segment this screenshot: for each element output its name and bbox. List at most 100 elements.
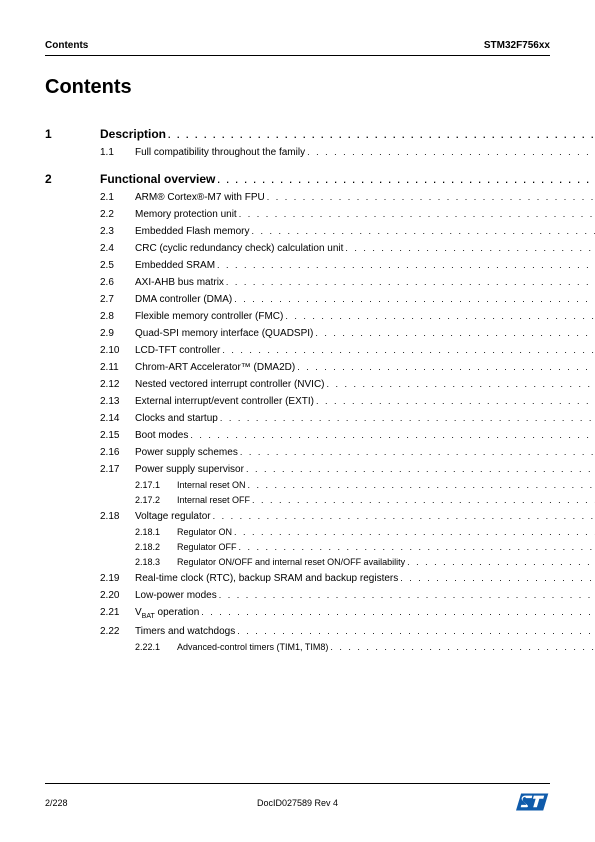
section-line: Timers and watchdogs . . . . . . . . . .… — [135, 626, 595, 637]
section-title: Clocks and startup — [135, 413, 218, 424]
section-line: Full compatibility throughout the family… — [135, 147, 595, 158]
leader-dots: . . . . . . . . . . . . . . . . . . . . … — [285, 311, 595, 321]
toc-section: 2.8Flexible memory controller (FMC) . . … — [100, 311, 550, 322]
leader-dots: . . . . . . . . . . . . . . . . . . . . … — [400, 573, 595, 583]
section-title: Chrom-ART Accelerator™ (DMA2D) — [135, 362, 295, 373]
leader-dots: . . . . . . . . . . . . . . . . . . . . … — [327, 379, 595, 389]
st-logo — [516, 790, 550, 816]
footer-doc-id: DocID027589 Rev 4 — [257, 798, 338, 808]
toc-section: 2.6AXI-AHB bus matrix . . . . . . . . . … — [100, 277, 550, 288]
leader-dots: . . . . . . . . . . . . . . . . . . . . … — [168, 130, 595, 140]
section-line: Quad-SPI memory interface (QUADSPI) . . … — [135, 328, 595, 339]
section-line: LCD-TFT controller . . . . . . . . . . .… — [135, 345, 595, 356]
section-line: DMA controller (DMA) . . . . . . . . . .… — [135, 294, 595, 305]
subsection-title: Regulator ON — [177, 527, 232, 537]
toc-subsection: 2.18.2Regulator OFF . . . . . . . . . . … — [135, 542, 550, 552]
section-number: 2.5 — [100, 260, 135, 271]
section-title: Flexible memory controller (FMC) — [135, 311, 283, 322]
section-title: Embedded Flash memory — [135, 226, 250, 237]
toc-subsection: 2.22.1Advanced-control timers (TIM1, TIM… — [135, 642, 550, 652]
toc-subsection: 2.17.1Internal reset ON . . . . . . . . … — [135, 480, 550, 490]
section-line: External interrupt/event controller (EXT… — [135, 396, 595, 407]
section-number: 2.7 — [100, 294, 135, 305]
section-number: 2.22 — [100, 626, 135, 637]
section-number: 2.14 — [100, 413, 135, 424]
section-number: 2.17 — [100, 464, 135, 475]
table-of-contents: 1Description . . . . . . . . . . . . . .… — [45, 127, 550, 652]
section-line: Flexible memory controller (FMC) . . . .… — [135, 311, 595, 322]
subsection-line: Regulator ON . . . . . . . . . . . . . .… — [177, 527, 595, 537]
section-line: CRC (cyclic redundancy check) calculatio… — [135, 243, 595, 254]
section-title: CRC (cyclic redundancy check) calculatio… — [135, 243, 343, 254]
leader-dots: . . . . . . . . . . . . . . . . . . . . … — [213, 511, 595, 521]
section-number: 1.1 — [100, 147, 135, 158]
toc-section: 2.10LCD-TFT controller . . . . . . . . .… — [100, 345, 550, 356]
subsection-number: 2.17.1 — [135, 480, 177, 490]
section-line: Embedded SRAM . . . . . . . . . . . . . … — [135, 260, 595, 271]
toc-subsection: 2.18.1Regulator ON . . . . . . . . . . .… — [135, 527, 550, 537]
section-number: 2.18 — [100, 511, 135, 522]
leader-dots: . . . . . . . . . . . . . . . . . . . . … — [246, 464, 595, 474]
section-line: Boot modes . . . . . . . . . . . . . . .… — [135, 430, 595, 441]
page-header: Contents STM32F756xx — [45, 40, 550, 56]
section-number: 2.4 — [100, 243, 135, 254]
leader-dots: . . . . . . . . . . . . . . . . . . . . … — [234, 294, 595, 304]
leader-dots: . . . . . . . . . . . . . . . . . . . . … — [315, 328, 595, 338]
toc-chapter: 1Description . . . . . . . . . . . . . .… — [45, 127, 550, 141]
leader-dots: . . . . . . . . . . . . . . . . . . . . … — [345, 243, 595, 253]
chapter-title: Description — [100, 127, 166, 141]
section-line: ARM® Cortex®-M7 with FPU . . . . . . . .… — [135, 192, 595, 203]
toc-section: 2.14Clocks and startup . . . . . . . . .… — [100, 413, 550, 424]
toc-section: 2.9Quad-SPI memory interface (QUADSPI) .… — [100, 328, 550, 339]
section-title: Full compatibility throughout the family — [135, 147, 305, 158]
section-line: Memory protection unit . . . . . . . . .… — [135, 209, 595, 220]
subsection-line: Internal reset ON . . . . . . . . . . . … — [177, 480, 595, 490]
subsection-line: Advanced-control timers (TIM1, TIM8) . .… — [177, 642, 595, 652]
section-number: 2.15 — [100, 430, 135, 441]
toc-subsection: 2.18.3Regulator ON/OFF and internal rese… — [135, 557, 550, 567]
leader-dots: . . . . . . . . . . . . . . . . . . . . … — [330, 642, 595, 652]
leader-dots: . . . . . . . . . . . . . . . . . . . . … — [248, 480, 595, 490]
leader-dots: . . . . . . . . . . . . . . . . . . . . … — [252, 495, 595, 505]
subsection-number: 2.17.2 — [135, 495, 177, 505]
toc-section: 2.19Real-time clock (RTC), backup SRAM a… — [100, 573, 550, 584]
section-title: External interrupt/event controller (EXT… — [135, 396, 314, 407]
section-number: 2.2 — [100, 209, 135, 220]
leader-dots: . . . . . . . . . . . . . . . . . . . . … — [239, 209, 595, 219]
toc-section: 2.7DMA controller (DMA) . . . . . . . . … — [100, 294, 550, 305]
toc-section: 2.20Low-power modes . . . . . . . . . . … — [100, 590, 550, 601]
leader-dots: . . . . . . . . . . . . . . . . . . . . … — [267, 192, 595, 202]
section-title: DMA controller (DMA) — [135, 294, 232, 305]
section-number: 2.16 — [100, 447, 135, 458]
section-line: Nested vectored interrupt controller (NV… — [135, 379, 595, 390]
leader-dots: . . . . . . . . . . . . . . . . . . . . … — [407, 557, 595, 567]
section-line: Low-power modes . . . . . . . . . . . . … — [135, 590, 595, 601]
toc-subsection: 2.17.2Internal reset OFF . . . . . . . .… — [135, 495, 550, 505]
leader-dots: . . . . . . . . . . . . . . . . . . . . … — [237, 626, 595, 636]
subsection-line: Regulator OFF . . . . . . . . . . . . . … — [177, 542, 595, 552]
leader-dots: . . . . . . . . . . . . . . . . . . . . … — [219, 590, 595, 600]
header-right: STM32F756xx — [484, 40, 550, 51]
section-number: 2.10 — [100, 345, 135, 356]
section-title: Low-power modes — [135, 590, 217, 601]
section-title: LCD-TFT controller — [135, 345, 220, 356]
toc-section: 2.3Embedded Flash memory . . . . . . . .… — [100, 226, 550, 237]
section-number: 2.12 — [100, 379, 135, 390]
toc-section: 2.21VBAT operation . . . . . . . . . . .… — [100, 607, 550, 620]
leader-dots: . . . . . . . . . . . . . . . . . . . . … — [252, 226, 595, 236]
section-number: 2.20 — [100, 590, 135, 601]
section-title: Boot modes — [135, 430, 188, 441]
toc-section: 2.4CRC (cyclic redundancy check) calcula… — [100, 243, 550, 254]
toc-section: 2.15Boot modes . . . . . . . . . . . . .… — [100, 430, 550, 441]
toc-section: 2.11Chrom-ART Accelerator™ (DMA2D) . . .… — [100, 362, 550, 373]
section-line: Power supply supervisor . . . . . . . . … — [135, 464, 595, 475]
toc-section: 2.12Nested vectored interrupt controller… — [100, 379, 550, 390]
chapter-title: Functional overview — [100, 172, 215, 186]
subsection-title: Regulator OFF — [177, 542, 237, 552]
toc-chapter: 2Functional overview . . . . . . . . . .… — [45, 172, 550, 186]
leader-dots: . . . . . . . . . . . . . . . . . . . . … — [240, 447, 595, 457]
section-number: 2.1 — [100, 192, 135, 203]
section-number: 2.3 — [100, 226, 135, 237]
subsection-number: 2.18.1 — [135, 527, 177, 537]
leader-dots: . . . . . . . . . . . . . . . . . . . . … — [316, 396, 595, 406]
